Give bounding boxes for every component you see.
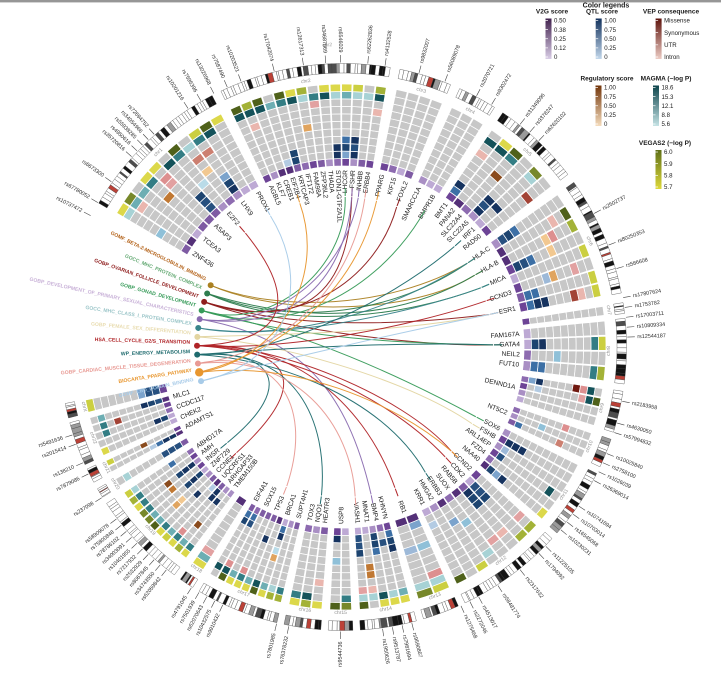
svg-text:18.6: 18.6 (662, 85, 674, 92)
svg-text:Intron: Intron (664, 54, 680, 61)
svg-text:0.25: 0.25 (604, 45, 616, 52)
svg-text:NEIL2: NEIL2 (501, 351, 520, 359)
svg-text:15.3: 15.3 (662, 94, 674, 101)
svg-text:0.50: 0.50 (604, 36, 616, 43)
svg-text:0.38: 0.38 (554, 27, 566, 34)
svg-text:V2G score: V2G score (536, 9, 569, 16)
svg-text:0.25: 0.25 (554, 36, 566, 43)
svg-text:0.50: 0.50 (554, 18, 566, 25)
svg-text:QTL score: QTL score (586, 9, 618, 16)
svg-text:Missense: Missense (664, 18, 690, 25)
svg-text:Synonymous: Synonymous (664, 30, 699, 37)
svg-text:GATA4: GATA4 (499, 341, 520, 348)
svg-text:chr8: chr8 (606, 346, 612, 356)
svg-text:0.75: 0.75 (604, 27, 616, 34)
svg-text:MAGMA (−log P): MAGMA (−log P) (641, 76, 692, 83)
svg-text:UTR: UTR (664, 42, 677, 49)
svg-text:VEGAS2 (−log P): VEGAS2 (−log P) (639, 140, 691, 147)
svg-text:0.12: 0.12 (554, 45, 566, 52)
svg-text:0.25: 0.25 (604, 112, 616, 119)
svg-text:12.1: 12.1 (662, 103, 674, 110)
svg-text:VEP consequence: VEP consequence (643, 9, 700, 16)
svg-text:rs6546029: rs6546029 (337, 27, 343, 53)
svg-text:0.50: 0.50 (604, 103, 616, 110)
svg-text:5.9: 5.9 (664, 161, 673, 168)
svg-text:6.0: 6.0 (664, 149, 673, 156)
svg-text:USP8: USP8 (338, 506, 345, 524)
svg-text:5.7: 5.7 (664, 184, 673, 191)
svg-text:1.00: 1.00 (604, 85, 616, 92)
svg-text:5.6: 5.6 (662, 121, 671, 128)
svg-text:1.00: 1.00 (604, 18, 616, 25)
svg-text:5.8: 5.8 (664, 173, 673, 180)
svg-text:Regulatory score: Regulatory score (580, 76, 633, 83)
svg-text:rs12544187: rs12544187 (637, 333, 666, 340)
svg-text:0.75: 0.75 (604, 94, 616, 101)
svg-text:chr15: chr15 (334, 610, 347, 616)
svg-text:rs9544736: rs9544736 (338, 641, 344, 667)
svg-text:8.8: 8.8 (662, 112, 671, 119)
